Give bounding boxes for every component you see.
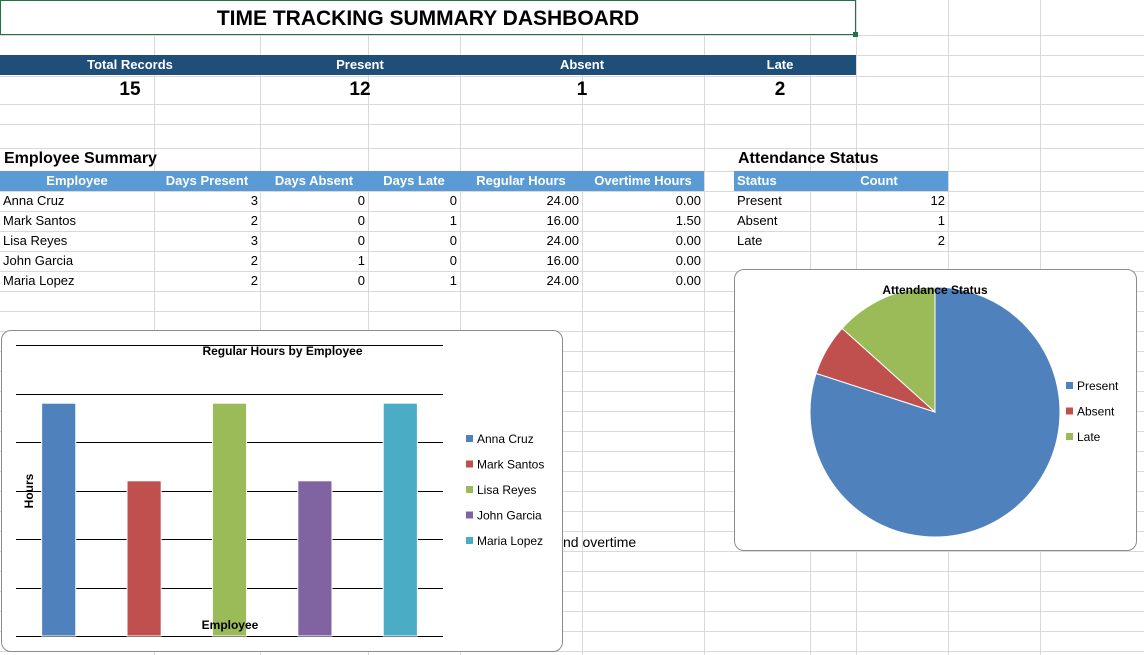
cell-regular-hours[interactable]: 24.00 — [546, 273, 579, 288]
cell-days-present[interactable]: 3 — [250, 193, 258, 208]
col-header-employee[interactable]: Employee — [46, 173, 108, 188]
cell-days-absent[interactable]: 1 — [357, 253, 365, 268]
kpi-value-absent[interactable]: 1 — [576, 79, 588, 100]
cell-status[interactable]: Present — [737, 193, 782, 208]
bar-chart-x-label: Employee — [202, 618, 259, 632]
legend-swatch — [466, 460, 473, 468]
legend-label[interactable]: Maria Lopez — [477, 534, 543, 548]
cell-overtime-hours[interactable]: 0.00 — [675, 253, 701, 268]
cell-employee[interactable]: Lisa Reyes — [3, 233, 68, 248]
cell-days-late[interactable]: 0 — [449, 233, 457, 248]
cell-regular-hours[interactable]: 24.00 — [546, 193, 579, 208]
kpi-value-total-records[interactable]: 15 — [119, 79, 141, 100]
col-header-regular-hours[interactable]: Regular Hours — [476, 173, 566, 188]
col-header-days-present[interactable]: Days Present — [165, 173, 249, 188]
cell-status[interactable]: Absent — [737, 213, 778, 228]
kpi-header-band — [0, 55, 856, 75]
cell-days-present[interactable]: 2 — [250, 253, 258, 268]
kpi-value-late[interactable]: 2 — [774, 79, 786, 100]
attendance-status-chart[interactable]: Attendance Status Present Absent Late — [734, 269, 1137, 551]
col-header-count[interactable]: Count — [860, 173, 898, 188]
kpi-value-present[interactable]: 12 — [349, 79, 371, 100]
bar-chart-y-label: Hours — [22, 473, 36, 508]
legend-label[interactable]: Late — [1077, 430, 1101, 444]
attendance-status-header-band — [734, 171, 948, 191]
dashboard-title[interactable]: TIME TRACKING SUMMARY DASHBOARD — [0, 0, 856, 35]
cell-count[interactable]: 2 — [937, 233, 945, 248]
cell-days-late[interactable]: 1 — [449, 273, 457, 288]
bar-john-garcia[interactable] — [297, 480, 333, 637]
cell-regular-hours[interactable]: 16.00 — [546, 253, 579, 268]
cell-overtime-hours[interactable]: 0.00 — [675, 273, 701, 288]
kpi-label-total-records: Total Records — [87, 57, 173, 72]
cell-days-absent[interactable]: 0 — [357, 193, 365, 208]
col-header-overtime-hours[interactable]: Overtime Hours — [594, 173, 692, 188]
selection-fill-handle[interactable] — [853, 32, 858, 37]
pie-chart-title: Attendance Status — [882, 283, 988, 297]
cell-count[interactable]: 1 — [937, 213, 945, 228]
cell-days-present[interactable]: 2 — [250, 213, 258, 228]
bar-maria-lopez[interactable] — [382, 402, 418, 637]
cell-days-absent[interactable]: 0 — [357, 273, 365, 288]
cell-status[interactable]: Late — [737, 233, 763, 248]
col-header-days-late[interactable]: Days Late — [383, 173, 445, 188]
bar-anna-cruz[interactable] — [41, 402, 77, 637]
legend-label[interactable]: Absent — [1077, 405, 1115, 419]
cell-overtime-hours[interactable]: 1.50 — [675, 213, 701, 228]
legend-swatch — [1066, 382, 1073, 389]
regular-hours-chart[interactable]: Regular Hours by Employee Employee Hours An… — [1, 330, 563, 652]
cell-days-absent[interactable]: 0 — [357, 213, 365, 228]
kpi-label-absent: Absent — [559, 57, 605, 72]
legend-label[interactable]: John Garcia — [477, 509, 542, 523]
col-header-days-absent[interactable]: Days Absent — [274, 173, 354, 188]
regular-hours-chart-svg: Regular Hours by Employee Employee Hours An… — [16, 344, 544, 637]
legend-label[interactable]: Mark Santos — [477, 458, 544, 472]
legend-label[interactable]: Present — [1077, 379, 1119, 393]
legend-swatch — [466, 435, 473, 442]
cell-employee[interactable]: John Garcia — [3, 253, 74, 268]
legend-swatch — [466, 511, 473, 519]
col-header-status[interactable]: Status — [737, 173, 777, 188]
cell-days-late[interactable]: 0 — [449, 253, 457, 268]
legend-label[interactable]: Anna Cruz — [477, 432, 534, 446]
attendance-status-chart-svg: Attendance Status Present Absent Late — [809, 283, 1119, 538]
legend-swatch — [466, 486, 473, 493]
partial-cell-text[interactable]: nd overtime — [563, 534, 637, 550]
bar-mark-santos[interactable] — [126, 480, 162, 637]
bar-chart-title: Regular Hours by Employee — [202, 344, 362, 358]
cell-employee[interactable]: Mark Santos — [3, 213, 76, 228]
cell-overtime-hours[interactable]: 0.00 — [675, 233, 701, 248]
legend-swatch — [1066, 433, 1073, 440]
pie-slice-late[interactable] — [841, 286, 936, 414]
cell-count[interactable]: 12 — [930, 193, 945, 208]
employee-summary-title: Employee Summary — [4, 150, 157, 167]
cell-regular-hours[interactable]: 24.00 — [546, 233, 579, 248]
attendance-status-title: Attendance Status — [738, 150, 879, 167]
cell-overtime-hours[interactable]: 0.00 — [675, 193, 701, 208]
kpi-label-late: Late — [766, 57, 794, 72]
cell-regular-hours[interactable]: 16.00 — [546, 213, 579, 228]
cell-days-present[interactable]: 2 — [250, 273, 258, 288]
legend-swatch — [466, 537, 473, 544]
legend-label[interactable]: Lisa Reyes — [477, 483, 536, 497]
employee-summary-header-band — [0, 171, 704, 191]
cell-days-late[interactable]: 1 — [449, 213, 457, 228]
bar-lisa-reyes[interactable] — [211, 402, 248, 637]
cell-employee[interactable]: Anna Cruz — [3, 193, 65, 208]
cell-days-present[interactable]: 3 — [250, 233, 258, 248]
legend-swatch — [1066, 407, 1073, 415]
cell-employee[interactable]: Maria Lopez — [3, 273, 75, 288]
kpi-label-present: Present — [336, 57, 384, 72]
cell-days-late[interactable]: 0 — [449, 193, 457, 208]
cell-days-absent[interactable]: 0 — [357, 233, 365, 248]
